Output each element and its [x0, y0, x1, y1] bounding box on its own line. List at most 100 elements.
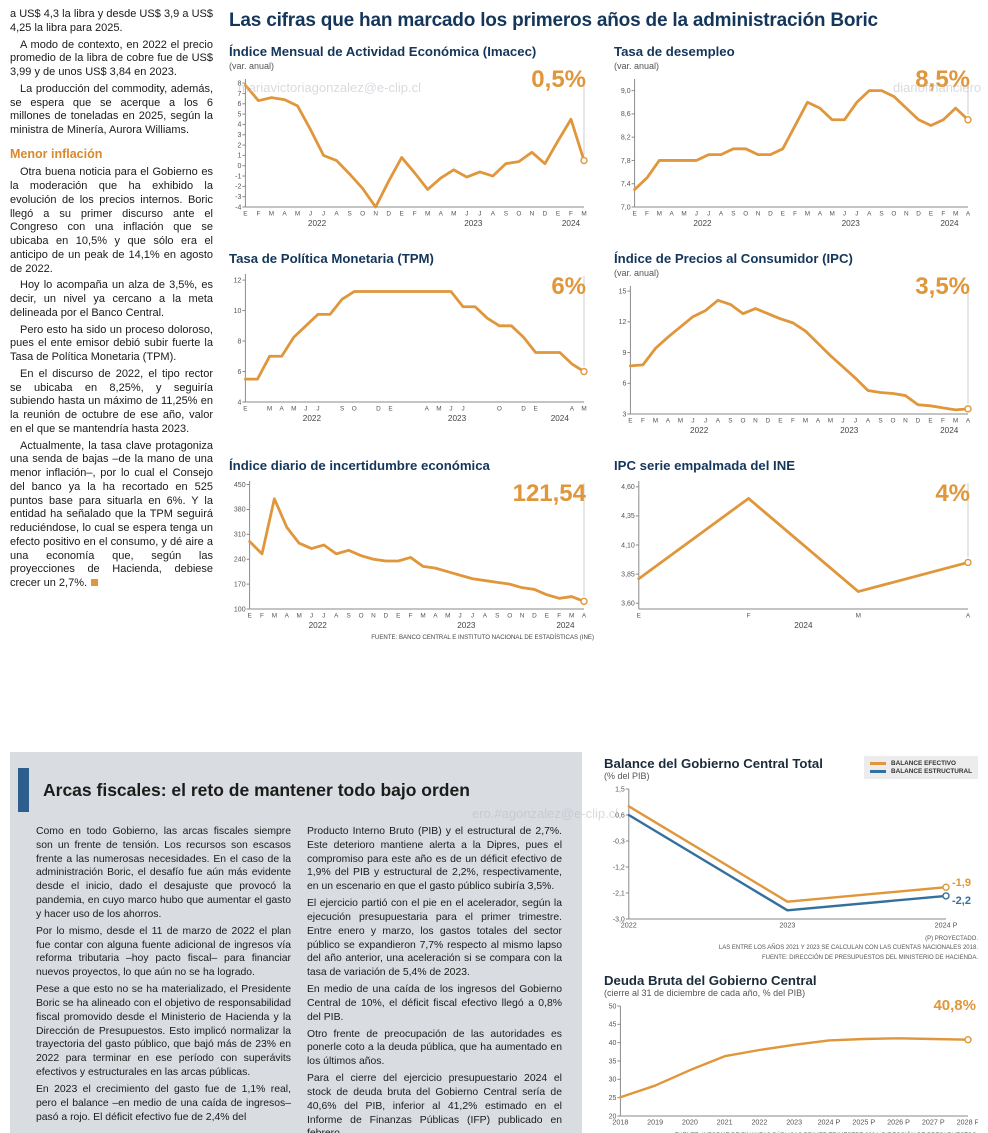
svg-text:2023: 2023 — [786, 1117, 802, 1126]
svg-text:A: A — [966, 418, 971, 425]
svg-text:O: O — [890, 418, 895, 425]
svg-text:2024: 2024 — [940, 219, 959, 228]
svg-text:E: E — [388, 406, 392, 413]
svg-text:380: 380 — [234, 507, 246, 514]
svg-text:A: A — [425, 406, 430, 413]
note-line: (P) PROYECTADO. — [925, 936, 978, 942]
svg-text:240: 240 — [234, 557, 246, 564]
svg-text:M: M — [295, 211, 300, 218]
svg-text:A: A — [866, 418, 871, 425]
chart-title: IPC serie empalmada del INE — [614, 458, 796, 473]
svg-text:A: A — [285, 613, 290, 620]
svg-text:2: 2 — [237, 142, 241, 149]
svg-text:4,35: 4,35 — [621, 513, 635, 520]
svg-text:A: A — [966, 613, 971, 620]
svg-text:M: M — [856, 613, 861, 620]
chart-latest-value: 8,5% — [915, 66, 970, 93]
article-paragraph: Para el cierre del ejercicio presupuesta… — [307, 1073, 562, 1133]
svg-text:F: F — [569, 211, 573, 218]
svg-text:A: A — [716, 418, 721, 425]
svg-text:F: F — [557, 613, 561, 620]
svg-text:-2: -2 — [235, 184, 241, 191]
svg-text:2021: 2021 — [717, 1117, 733, 1126]
svg-text:9: 9 — [622, 350, 626, 357]
balance-line-chart: 1,5 0,6 -0,3 -1,2 -2,1 -3,0 2022 2023 2024 P -1,9… — [604, 783, 978, 933]
article-paragraph: Hoy lo acompaña un alza de 3,5%, es deci… — [10, 279, 213, 319]
chart-latest-value: 0,5% — [531, 66, 586, 93]
accent-bar — [18, 768, 29, 812]
chart-title: Tasa de Política Monetaria (TPM) — [229, 251, 434, 266]
svg-text:N: N — [903, 418, 908, 425]
svg-text:S: S — [731, 211, 735, 218]
svg-text:2023: 2023 — [464, 219, 483, 228]
fiscal-header: Arcas fiscales: el reto de mantener todo… — [18, 768, 566, 812]
source-note: FUENTE: BANCO CENTRAL E INSTITUTO NACION… — [371, 634, 594, 641]
svg-text:A: A — [670, 211, 675, 218]
svg-text:2022: 2022 — [308, 219, 327, 228]
svg-text:2022: 2022 — [751, 1117, 767, 1126]
svg-text:A: A — [966, 211, 971, 218]
svg-text:O: O — [352, 406, 357, 413]
svg-text:-0,3: -0,3 — [613, 838, 625, 845]
svg-text:F: F — [641, 418, 645, 425]
svg-text:F: F — [941, 418, 945, 425]
article-paragraph: Otra buena noticia para el Gobierno es l… — [10, 166, 213, 275]
article-paragraph: A modo de contexto, en 2022 el precio pr… — [10, 38, 213, 79]
svg-text:-1: -1 — [235, 173, 241, 180]
svg-text:A: A — [666, 418, 671, 425]
svg-text:25: 25 — [609, 1095, 617, 1102]
chart-title: Índice diario de incertidumbre económica — [229, 458, 490, 473]
svg-text:2023: 2023 — [448, 414, 467, 423]
fiscal-article-box: Arcas fiscales: el reto de mantener todo… — [10, 752, 582, 1133]
svg-text:5: 5 — [237, 111, 241, 118]
svg-text:M: M — [830, 211, 835, 218]
svg-text:N: N — [371, 613, 376, 620]
svg-text:-2,2: -2,2 — [952, 895, 971, 907]
article-paragraph: Pero esto ha sido un proceso doloroso, p… — [10, 323, 213, 364]
svg-text:F: F — [409, 613, 413, 620]
svg-text:O: O — [743, 211, 748, 218]
svg-text:E: E — [637, 613, 641, 620]
svg-text:2018: 2018 — [612, 1117, 628, 1126]
svg-text:J: J — [841, 418, 844, 425]
svg-text:J: J — [449, 406, 452, 413]
legend-item-efectivo: BALANCE EFECTIVO — [870, 760, 972, 767]
chart-latest-value: 40,8% — [933, 996, 976, 1014]
svg-text:S: S — [878, 418, 882, 425]
svg-text:2024: 2024 — [551, 414, 570, 423]
svg-text:F: F — [645, 211, 649, 218]
svg-text:450: 450 — [234, 482, 246, 489]
chart-card-ipc: Índice de Precios al Consumidor (IPC) (v… — [614, 251, 978, 438]
svg-text:E: E — [632, 211, 636, 218]
svg-text:D: D — [376, 406, 381, 413]
chart-latest-value: 121,54 — [512, 480, 586, 507]
svg-text:S: S — [728, 418, 732, 425]
article-paragraph: En el discurso de 2022, el tipo rector s… — [10, 367, 213, 435]
svg-text:A: A — [719, 211, 724, 218]
fiscal-column-right: Producto Interno Bruto (PIB) y el estruc… — [307, 825, 562, 1133]
svg-text:M: M — [581, 211, 586, 218]
svg-text:50: 50 — [609, 1003, 617, 1010]
svg-text:2024 P: 2024 P — [818, 1117, 841, 1126]
chart-card-imacec: Índice Mensual de Actividad Económica (I… — [229, 44, 594, 231]
chart-grid: Índice Mensual de Actividad Económica (I… — [229, 44, 978, 641]
balance-chart-header: Balance del Gobierno Central Total (% de… — [604, 756, 978, 783]
svg-text:M: M — [425, 211, 430, 218]
svg-text:E: E — [556, 211, 560, 218]
svg-text:J: J — [855, 211, 858, 218]
chart-title: Balance del Gobierno Central Total — [604, 756, 823, 771]
article-paragraph: Pese a que esto no se ha materializado, … — [36, 984, 291, 1079]
article-paragraph: Como en todo Gobierno, las arcas fiscale… — [36, 826, 291, 920]
svg-text:M: M — [581, 406, 586, 413]
svg-text:M: M — [657, 211, 662, 218]
section-heading: Menor inflación — [10, 146, 103, 161]
svg-text:-4: -4 — [235, 204, 241, 211]
fiscal-title: Arcas fiscales: el reto de mantener todo… — [43, 779, 470, 800]
svg-text:O: O — [740, 418, 745, 425]
svg-text:-3,0: -3,0 — [613, 916, 625, 923]
svg-text:2024: 2024 — [794, 621, 813, 630]
svg-text:O: O — [359, 613, 364, 620]
svg-text:D: D — [384, 613, 389, 620]
svg-text:7,8: 7,8 — [621, 158, 631, 165]
note-line: LAS ENTRE LOS AÑOS 2021 Y 2023 SE CALCUL… — [718, 945, 978, 952]
